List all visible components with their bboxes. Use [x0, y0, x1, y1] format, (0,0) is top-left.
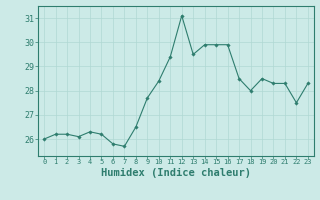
X-axis label: Humidex (Indice chaleur): Humidex (Indice chaleur)	[101, 168, 251, 178]
